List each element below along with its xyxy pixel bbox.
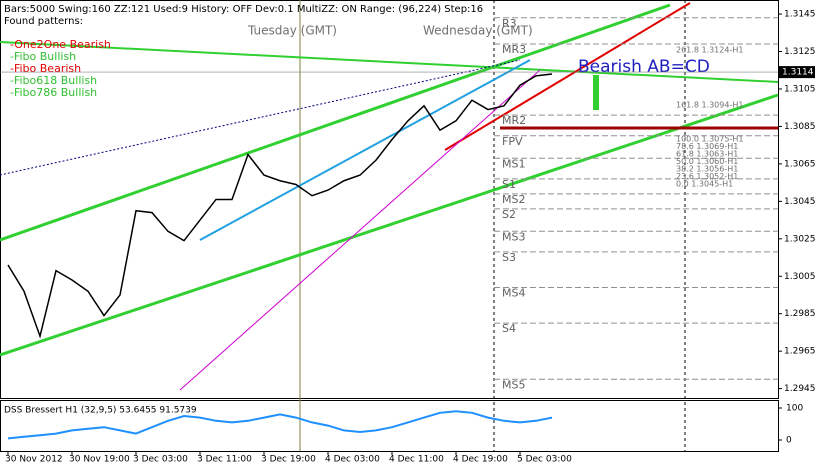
y-tick-label: 1.3125 xyxy=(784,47,816,57)
y-tick-label: 1.3065 xyxy=(784,159,816,169)
indicator-frame xyxy=(0,400,779,452)
x-tick-label: 3 Dec 03:00 xyxy=(133,455,188,465)
pivot-label: S4 xyxy=(502,322,516,335)
pivot-label: MS5 xyxy=(502,378,525,391)
trend-line xyxy=(444,2,691,151)
fib-label: 78.6 1.3069-H1 xyxy=(676,142,738,151)
pattern-label: -Fibo Bearish xyxy=(10,62,81,75)
y-tick-label: 1.3085 xyxy=(784,122,816,132)
y-tick-label: 1.3145 xyxy=(784,10,816,20)
channel-line xyxy=(0,93,779,357)
pivot-label: FPV xyxy=(502,135,523,148)
trend-line xyxy=(179,69,541,391)
indicator-line xyxy=(7,410,553,440)
plot-frame xyxy=(0,0,779,399)
pivot-label: S3 xyxy=(502,251,516,264)
fib-label: 261.8 1.3124-H1 xyxy=(676,46,743,55)
x-tick-label: 5 Dec 03:00 xyxy=(517,455,572,465)
y-tick-label: 1.2965 xyxy=(784,347,816,357)
x-tick-label: 4 Dec 11:00 xyxy=(389,455,444,465)
x-tick-label: 3 Dec 11:00 xyxy=(197,455,252,465)
x-tick-label: 4 Dec 03:00 xyxy=(325,455,380,465)
patterns-title: Found patterns: xyxy=(4,16,83,27)
ind-tick-label: 100 xyxy=(786,404,803,414)
x-tick-label: 30 Nov 2012 xyxy=(5,455,63,465)
x-tick-label: 4 Dec 19:00 xyxy=(453,455,508,465)
y-tick-label: 1.2945 xyxy=(784,384,816,394)
pivot-label: MR3 xyxy=(502,43,526,56)
y-tick-label: 1.3025 xyxy=(784,234,816,244)
trend-line xyxy=(199,59,531,241)
fib-label: 100.0 1.3075-H1 xyxy=(676,135,743,144)
y-tick-label: 1.3105 xyxy=(784,84,816,94)
pivot-label: R3 xyxy=(502,17,517,30)
header: Bars:5000 Swing:160 ZZ:121 Used:9 Histor… xyxy=(4,4,483,15)
y-tick-label: 1.3005 xyxy=(784,272,816,282)
x-tick-label: 30 Nov 19:00 xyxy=(69,455,130,465)
channel-line xyxy=(0,41,779,83)
day-label: Tuesday (GMT) xyxy=(247,24,337,38)
pivot-label: MS3 xyxy=(502,230,525,243)
ind-tick-label: 0 xyxy=(786,436,792,446)
pivot-label: MS2 xyxy=(502,193,525,206)
pivot-label: MS1 xyxy=(502,157,525,170)
pattern-label: -Fibo Bullish xyxy=(10,50,76,63)
fib-label: 0.0 1.3045-H1 xyxy=(676,180,733,189)
fib-label: 61.8 1.3063-H1 xyxy=(676,150,738,159)
fib-label: 23.6 1.3052-H1 xyxy=(676,172,738,181)
y-tick-label: 1.3045 xyxy=(784,197,816,207)
pattern-label: -Fibo618 Bullish xyxy=(10,74,97,87)
annotation: Bearish AB=CD xyxy=(578,57,710,77)
fib-label: 38.2 1.3056-H1 xyxy=(676,165,738,174)
pattern-label: -Fibo786 Bullish xyxy=(10,86,97,99)
price-line xyxy=(7,73,553,339)
current-price: 1.3114 xyxy=(782,68,814,78)
fib-label: 50.0 1.3060-H1 xyxy=(676,157,738,166)
day-label: Wednesday (GMT) xyxy=(423,24,533,38)
pivot-label: S2 xyxy=(502,208,516,221)
indicator-title: DSS Bressert H1 (32,9,5) 53.6455 91.5739 xyxy=(4,406,197,416)
pivot-label: MR2 xyxy=(502,114,526,127)
x-tick-label: 3 Dec 19:00 xyxy=(261,455,316,465)
fib-label: 161.8 1.3094-H1 xyxy=(676,101,743,110)
pattern-label: -One2One Bearish xyxy=(10,38,111,51)
pivot-label: S1 xyxy=(502,178,516,191)
trend-line xyxy=(0,59,521,176)
pivot-label: MS4 xyxy=(502,286,525,299)
current-price-box xyxy=(779,66,815,79)
y-tick-label: 1.2985 xyxy=(784,309,816,319)
